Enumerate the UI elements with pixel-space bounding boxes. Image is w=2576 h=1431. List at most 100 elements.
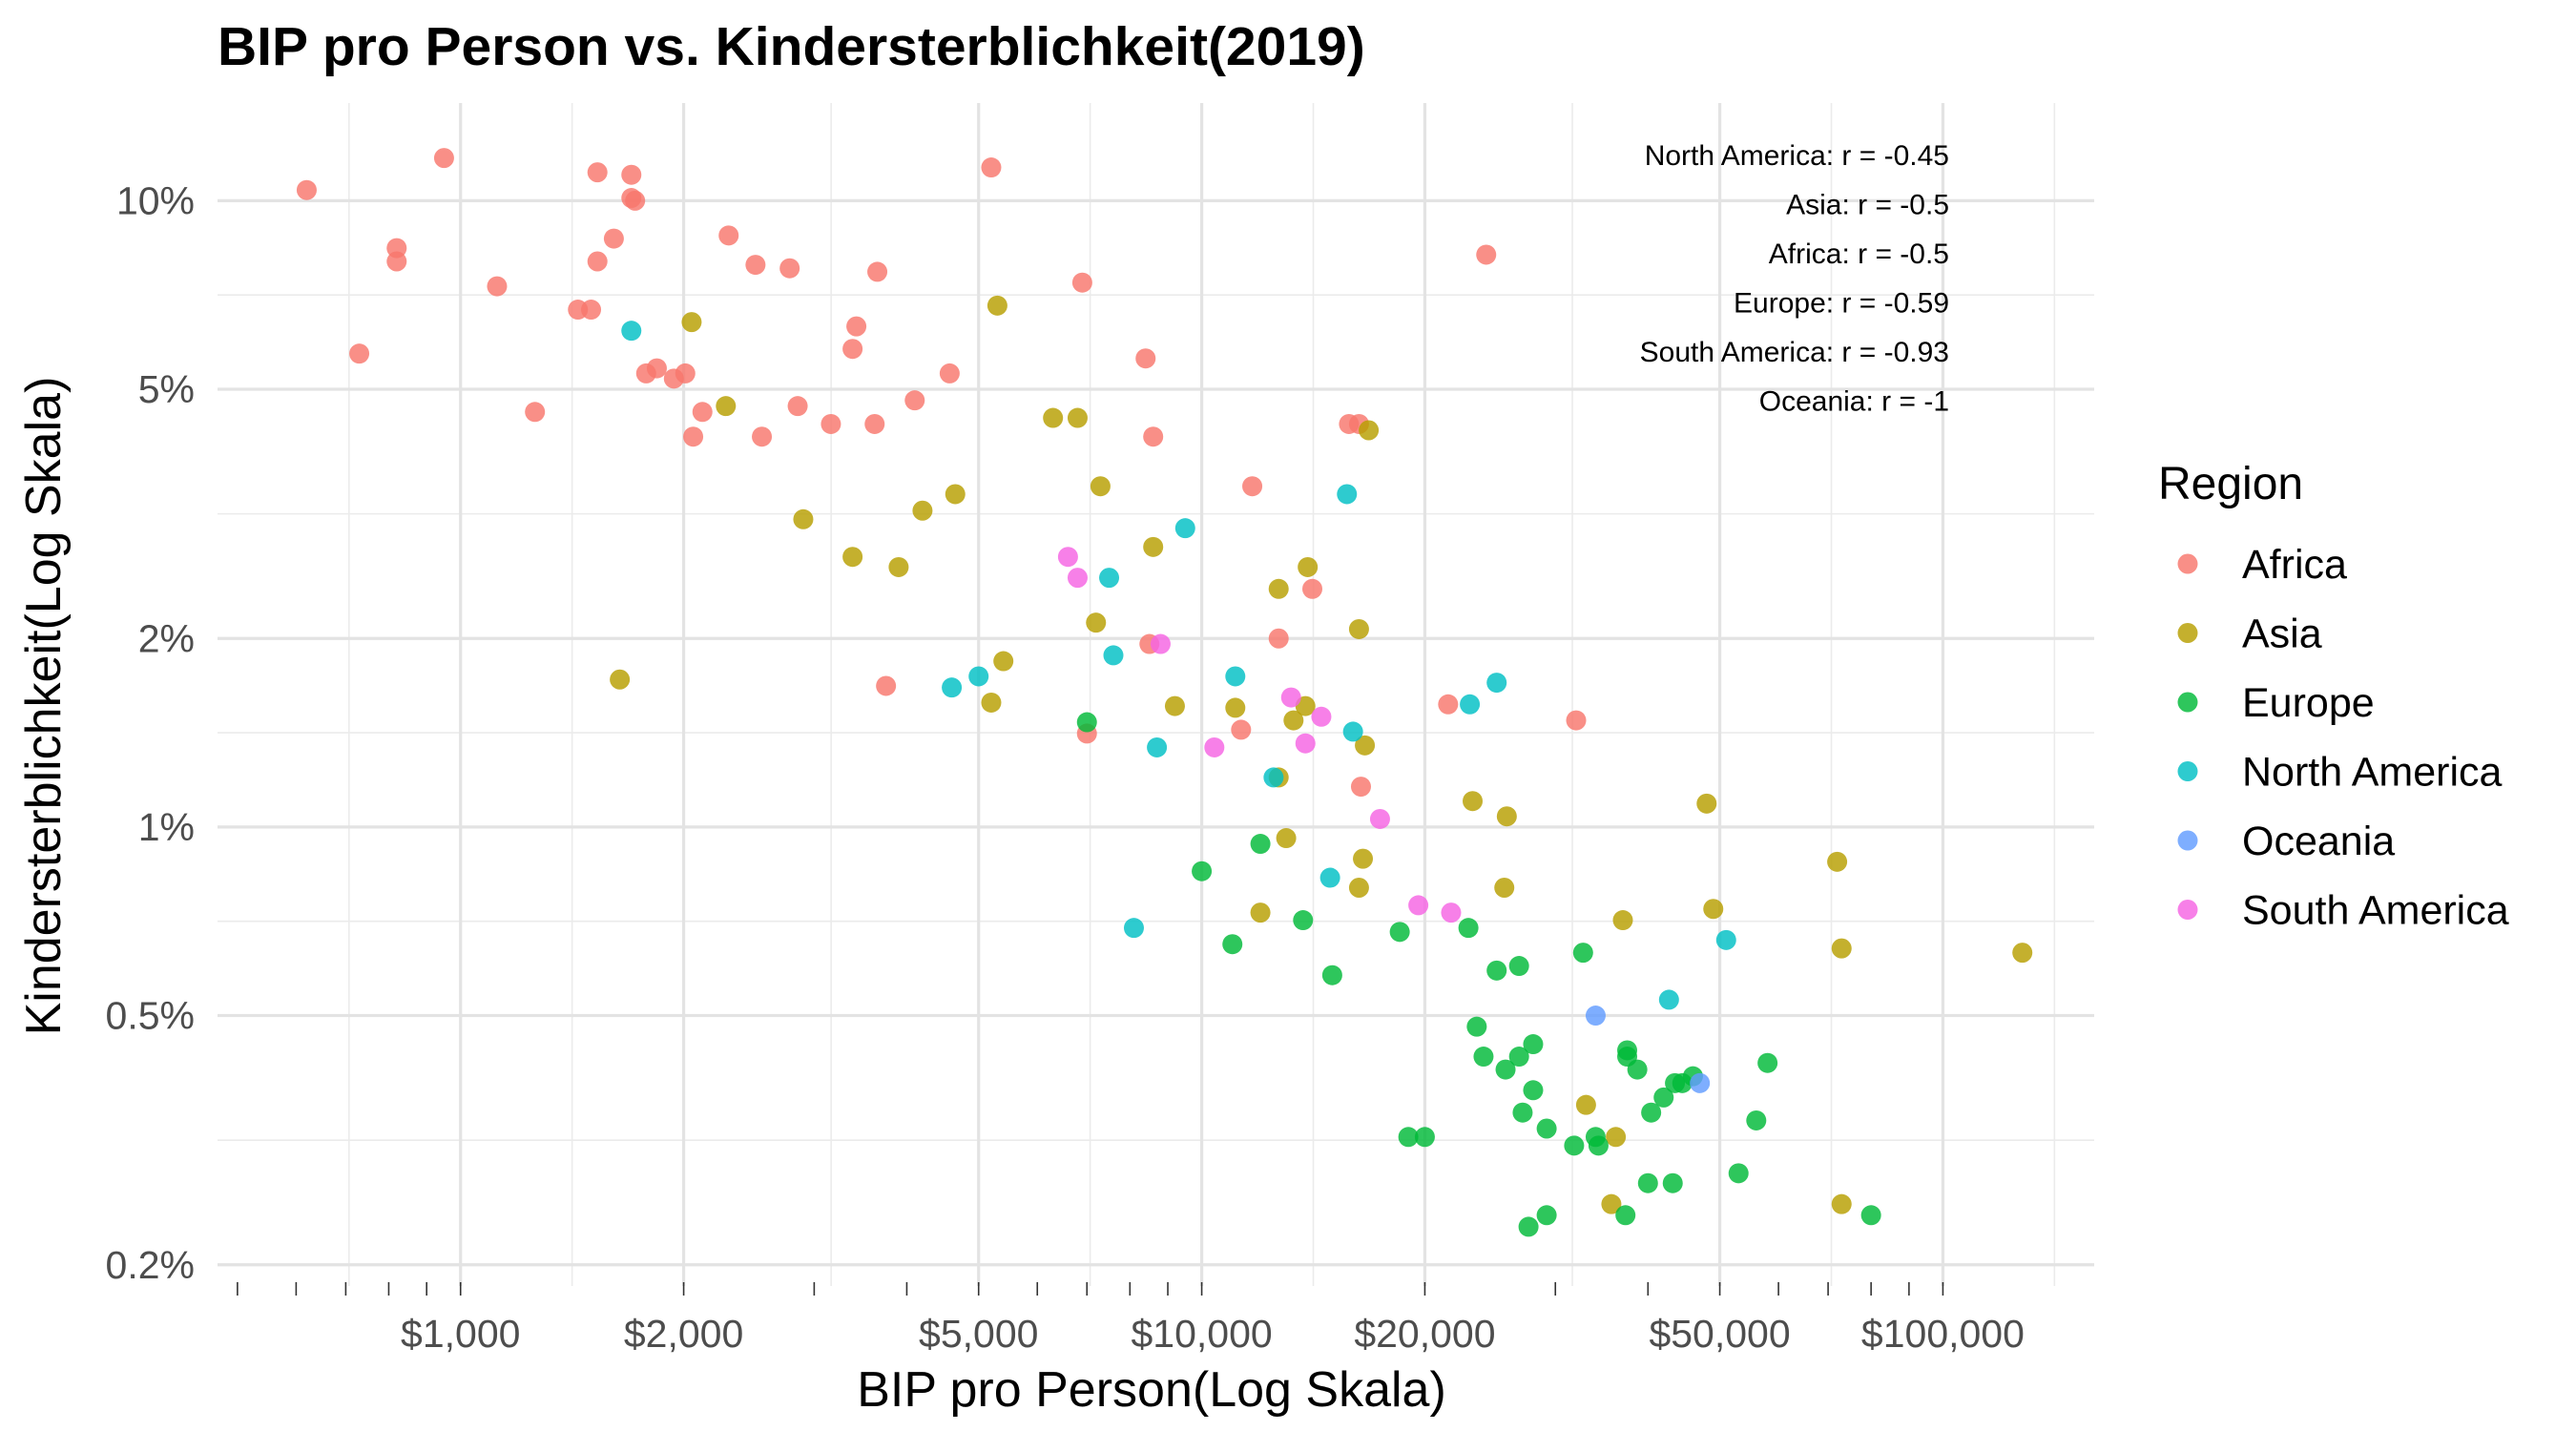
- data-point-africa: [675, 363, 696, 384]
- data-point-asia: [1831, 1193, 1852, 1214]
- legend-label: Asia: [2242, 612, 2322, 657]
- data-point-oceania: [1585, 1006, 1606, 1027]
- data-point-africa: [625, 190, 646, 211]
- data-point-africa: [1302, 578, 1323, 599]
- data-point-asia: [1225, 697, 1246, 718]
- data-point-asia: [1494, 878, 1515, 899]
- data-point-europe: [1321, 964, 1342, 985]
- data-point-europe: [1293, 910, 1314, 931]
- x-tick-label: $2,000: [624, 1312, 743, 1356]
- annotation-text: Asia: r = -0.5: [1786, 190, 1949, 221]
- data-point-europe: [1508, 956, 1529, 977]
- data-point-asia: [888, 556, 909, 577]
- data-point-south-america: [1280, 687, 1301, 708]
- data-point-europe: [1637, 1172, 1658, 1193]
- data-point-africa: [386, 251, 407, 272]
- data-point-africa: [1438, 694, 1459, 715]
- data-point-africa: [1135, 348, 1156, 369]
- data-point-africa: [587, 251, 608, 272]
- legend-key: [2177, 692, 2198, 713]
- data-point-north-america: [1147, 736, 1168, 757]
- data-point-north-america: [1099, 568, 1120, 589]
- data-point-south-america: [1204, 736, 1225, 757]
- data-point-africa: [603, 228, 624, 249]
- data-point-europe: [1564, 1135, 1585, 1156]
- data-point-europe: [1523, 1080, 1544, 1101]
- data-point-north-america: [1123, 918, 1144, 939]
- data-point-asia: [1353, 848, 1374, 869]
- legend-label: Africa: [2242, 542, 2347, 588]
- data-point-asia: [1086, 612, 1107, 633]
- y-tick-label: 2%: [138, 616, 195, 660]
- y-tick-label: 0.2%: [106, 1243, 195, 1287]
- x-axis-ticks: $1,000 $2,000 $5,000 $10,000 $20,000 $50,000 $…: [401, 1312, 2025, 1356]
- data-point-north-america: [1263, 767, 1284, 788]
- data-point-africa: [646, 358, 667, 379]
- x-axis-title: BIP pro Person(Log Skala): [857, 1362, 1446, 1418]
- data-point-africa: [1476, 244, 1497, 265]
- data-point-europe: [1662, 1172, 1683, 1193]
- data-point-europe: [1414, 1127, 1435, 1148]
- data-point-north-america: [1460, 694, 1481, 715]
- data-point-africa: [745, 255, 766, 276]
- legend-title: Region: [2158, 459, 2303, 509]
- data-point-africa: [1242, 476, 1263, 497]
- data-point-europe: [1518, 1216, 1539, 1237]
- data-point-north-america: [942, 677, 963, 698]
- data-point-asia: [1575, 1094, 1596, 1115]
- legend-key: [2177, 553, 2198, 574]
- data-point-south-america: [1295, 733, 1316, 754]
- data-point-south-america: [1369, 808, 1390, 829]
- y-tick-label: 5%: [138, 367, 195, 411]
- data-point-south-america: [1408, 895, 1429, 916]
- data-point-africa: [487, 276, 508, 297]
- data-point-asia: [681, 312, 702, 333]
- data-point-europe: [1653, 1087, 1674, 1108]
- legend-key: [2177, 623, 2198, 643]
- data-point-north-america: [1174, 518, 1195, 539]
- data-point-asia: [1496, 806, 1517, 827]
- data-points: [296, 148, 2033, 1237]
- data-point-north-america: [1319, 867, 1340, 888]
- data-point-africa: [1143, 426, 1164, 447]
- annotation-text: Europe: r = -0.59: [1734, 288, 1949, 320]
- data-point-africa: [867, 261, 888, 282]
- plot-grid: [218, 103, 2094, 1296]
- data-point-north-america: [1225, 666, 1246, 687]
- data-point-asia: [1283, 710, 1304, 731]
- data-point-asia: [912, 500, 933, 521]
- data-point-africa: [296, 179, 317, 200]
- data-point-europe: [1495, 1059, 1516, 1080]
- data-point-south-america: [1441, 902, 1462, 923]
- data-point-europe: [1641, 1102, 1662, 1123]
- data-point-asia: [1090, 476, 1111, 497]
- data-point-africa: [718, 225, 739, 246]
- data-point-europe: [1222, 934, 1243, 955]
- annotation-text: South America: r = -0.93: [1640, 337, 1949, 368]
- data-point-africa: [842, 339, 863, 360]
- data-point-asia: [1601, 1193, 1622, 1214]
- data-point-europe: [1588, 1135, 1609, 1156]
- x-tick-label: $20,000: [1354, 1312, 1495, 1356]
- data-point-south-america: [1311, 706, 1332, 727]
- legend-key: [2177, 830, 2198, 851]
- data-point-asia: [1164, 695, 1185, 716]
- data-point-south-america: [1067, 568, 1088, 589]
- data-point-africa: [779, 258, 800, 279]
- y-axis-title: Kindersterblichkeit(Log Skala): [16, 377, 72, 1036]
- data-point-europe: [1536, 1205, 1557, 1226]
- data-point-europe: [1508, 1047, 1529, 1068]
- data-point-south-america: [1057, 547, 1078, 568]
- data-point-north-america: [1658, 989, 1679, 1010]
- legend: Region Africa Asia Europe North America Ocea…: [2158, 459, 2509, 934]
- y-tick-label: 1%: [138, 805, 195, 849]
- correlation-annotations: North America: r = -0.45 Asia: r = -0.5 Af…: [1640, 140, 1949, 418]
- data-point-europe: [1860, 1205, 1881, 1226]
- data-point-oceania: [1690, 1072, 1711, 1093]
- data-point-europe: [1627, 1059, 1648, 1080]
- data-point-africa: [876, 675, 897, 696]
- legend-label: North America: [2242, 750, 2503, 796]
- data-point-asia: [1827, 851, 1848, 872]
- annotation-text: Oceania: r = -1: [1759, 386, 1949, 418]
